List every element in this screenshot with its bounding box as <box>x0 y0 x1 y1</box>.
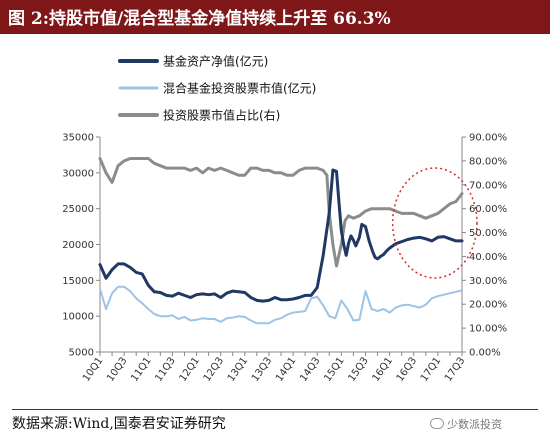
x-tick-label: 14Q1 <box>274 355 298 383</box>
x-tick-label: 15Q3 <box>346 355 370 383</box>
right-tick-label: 10.00% <box>469 324 507 335</box>
watermark: 少数派投资 <box>430 416 502 432</box>
footer-rule <box>12 409 538 410</box>
right-tick-label: 80.00% <box>469 156 507 167</box>
series-line-1 <box>99 285 463 325</box>
x-tick-label: 14Q3 <box>298 355 322 383</box>
watermark-text: 少数派投资 <box>447 418 502 431</box>
legend-label-1: 混合基金投资股票市值(亿元) <box>163 81 316 96</box>
legend: 基金资产净值(亿元) 混合基金投资股票市值(亿元) 投资股票市值占比(右) <box>118 54 316 123</box>
left-tick-label: 5000 <box>69 348 94 359</box>
highlight-ellipse <box>391 167 478 279</box>
x-tick-label: 11Q1 <box>129 355 153 383</box>
axes: 50001000015000200002500030000350000.00%1… <box>62 133 507 384</box>
figure-title-bar: 图 2:持股市值/混合型基金净值持续上升至 66.3% <box>0 0 550 34</box>
right-tick-label: 50.00% <box>469 228 507 239</box>
x-tick-label: 16Q3 <box>395 355 419 383</box>
right-tick-label: 30.00% <box>469 276 507 287</box>
x-tick-label: 10Q3 <box>105 355 129 383</box>
legend-label-0: 基金资产净值(亿元) <box>163 54 268 69</box>
source-note: 数据来源:Wind,国泰君安证券研究 <box>12 416 226 432</box>
x-tick-label: 12Q3 <box>202 355 226 383</box>
right-tick-label: 20.00% <box>469 300 507 311</box>
x-tick-label: 15Q1 <box>322 355 346 383</box>
x-tick-label: 11Q3 <box>153 355 177 383</box>
series-line-0 <box>98 168 464 303</box>
annotation-layer <box>391 167 478 279</box>
x-tick-label: 16Q1 <box>371 355 395 383</box>
x-tick-label: 12Q1 <box>178 355 202 383</box>
right-tick-label: 0.00% <box>469 348 501 359</box>
wechat-icon <box>430 418 444 429</box>
right-tick-label: 70.00% <box>469 180 507 191</box>
series-layer <box>98 157 464 325</box>
chart: 基金资产净值(亿元) 混合基金投资股票市值(亿元) 投资股票市值占比(右) 5000… <box>62 54 507 384</box>
left-tick-label: 20000 <box>62 240 94 251</box>
left-tick-label: 35000 <box>62 133 94 144</box>
x-tick-label: 13Q1 <box>226 355 250 383</box>
right-tick-label: 90.00% <box>469 133 507 144</box>
left-tick-label: 25000 <box>62 204 94 215</box>
figure-title: 图 2:持股市值/混合型基金净值持续上升至 66.3% <box>8 9 391 29</box>
series-line-2 <box>98 157 464 268</box>
right-tick-label: 40.00% <box>469 252 507 263</box>
legend-label-2: 投资股票市值占比(右) <box>163 108 280 123</box>
left-tick-label: 15000 <box>62 276 94 287</box>
right-tick-label: 60.00% <box>469 204 507 215</box>
x-tick-label: 17Q1 <box>419 355 443 383</box>
x-tick-label: 17Q3 <box>443 355 467 383</box>
left-tick-label: 30000 <box>62 168 94 179</box>
left-tick-label: 10000 <box>62 312 94 323</box>
x-tick-label: 13Q3 <box>250 355 274 383</box>
x-tick-label: 10Q1 <box>81 355 105 383</box>
